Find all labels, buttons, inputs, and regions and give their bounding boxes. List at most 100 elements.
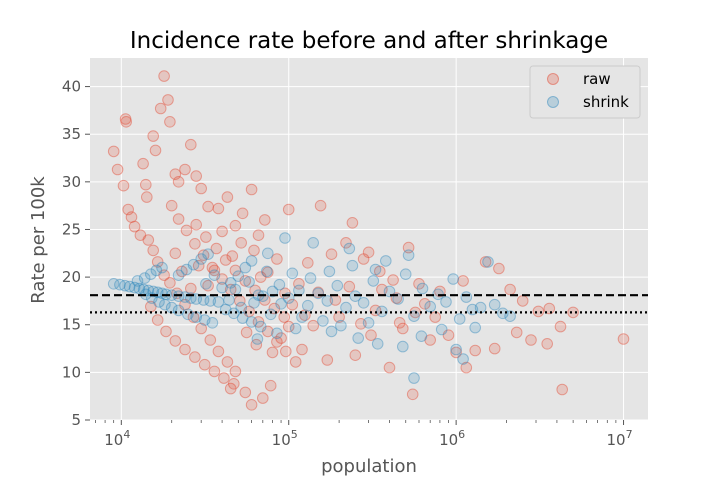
point-raw — [280, 345, 292, 358]
point-raw — [442, 329, 455, 342]
reference-lines — [90, 294, 648, 314]
y-tick-label: 35 — [62, 125, 81, 143]
point-raw — [212, 202, 225, 215]
y-tick-label: 25 — [62, 220, 81, 238]
point-shrink — [131, 275, 144, 287]
y-axis-ticks: 5 10 15 20 25 30 35 40 — [62, 78, 90, 429]
point-shrink — [128, 281, 141, 294]
point-shrink — [150, 264, 163, 277]
point-shrink — [180, 263, 193, 276]
x-axis-ticks: 104 105 106 107 — [94, 420, 633, 449]
point-raw — [254, 271, 267, 283]
point-raw — [111, 163, 124, 176]
point-raw — [450, 346, 462, 359]
point-raw — [210, 242, 223, 255]
point-shrink — [224, 277, 237, 289]
point-shrink — [302, 299, 314, 312]
point-raw — [221, 191, 234, 203]
point-raw — [299, 309, 311, 322]
point-raw — [137, 157, 149, 170]
point-shrink — [408, 372, 420, 384]
point-raw — [282, 320, 295, 333]
point-shrink — [317, 315, 329, 327]
point-raw — [365, 329, 377, 342]
point-raw — [164, 277, 176, 289]
point-raw — [469, 344, 482, 357]
point-shrink — [279, 232, 291, 244]
point-shrink — [251, 333, 264, 345]
point-shrink — [123, 280, 136, 293]
point-shrink — [367, 275, 380, 287]
point-shrink — [323, 265, 336, 278]
point-raw — [185, 282, 197, 295]
point-shrink — [243, 276, 255, 288]
point-shrink — [142, 284, 155, 297]
point-raw — [510, 326, 523, 339]
point-shrink — [107, 278, 120, 290]
x-axis-label: population — [321, 456, 417, 477]
grid-lines — [90, 58, 648, 421]
point-shrink — [346, 259, 359, 272]
point-raw — [189, 238, 201, 250]
point-raw — [259, 214, 271, 226]
point-shrink — [497, 307, 509, 320]
point-shrink — [264, 308, 277, 321]
legend-marker-shrink — [547, 96, 559, 108]
point-raw — [149, 144, 162, 157]
point-raw — [165, 199, 178, 212]
point-raw — [195, 182, 207, 195]
legend: raw shrink — [529, 65, 641, 119]
point-shrink — [416, 282, 429, 295]
point-shrink — [114, 278, 126, 291]
point-raw — [434, 285, 446, 298]
point-shrink — [208, 269, 221, 282]
point-shrink — [254, 320, 267, 333]
point-raw — [325, 248, 338, 260]
point-shrink — [435, 323, 448, 336]
point-raw — [493, 262, 505, 275]
point-raw — [419, 298, 431, 310]
point-shrink — [172, 269, 185, 282]
point-shrink — [325, 325, 338, 338]
point-shrink — [424, 300, 437, 313]
y-tick-label: 20 — [62, 268, 81, 286]
point-raw — [525, 334, 537, 346]
point-shrink — [261, 265, 273, 278]
point-raw — [243, 305, 255, 318]
point-shrink — [469, 321, 482, 334]
point-shrink — [216, 281, 228, 294]
point-shrink — [415, 330, 428, 343]
y-tick-label: 40 — [62, 78, 81, 96]
point-raw — [158, 70, 170, 82]
point-shrink — [312, 287, 325, 300]
point-shrink — [307, 237, 320, 249]
point-raw — [224, 283, 237, 296]
point-raw — [248, 244, 260, 257]
point-raw — [151, 256, 164, 268]
point-raw — [134, 229, 147, 241]
point-shrink — [229, 283, 242, 296]
point-raw — [147, 130, 159, 142]
point-raw — [543, 302, 556, 315]
point-raw — [516, 295, 529, 307]
point-raw — [164, 116, 176, 128]
point-shrink — [190, 293, 202, 305]
point-shrink — [232, 270, 245, 283]
point-shrink — [266, 285, 279, 298]
point-shrink — [133, 282, 146, 295]
point-raw — [240, 326, 253, 339]
point-shrink — [138, 272, 151, 284]
x-tick-label: 106 — [439, 428, 465, 449]
point-raw — [271, 253, 283, 265]
point-shrink — [119, 279, 131, 292]
point-shrink — [457, 353, 469, 365]
point-shrink — [275, 298, 287, 310]
point-raw — [355, 318, 367, 330]
point-raw — [192, 259, 205, 272]
point-shrink — [245, 316, 258, 328]
point-raw — [224, 382, 237, 395]
point-raw — [457, 275, 469, 287]
point-raw — [268, 302, 281, 315]
point-raw — [302, 257, 314, 269]
point-raw — [397, 322, 409, 335]
